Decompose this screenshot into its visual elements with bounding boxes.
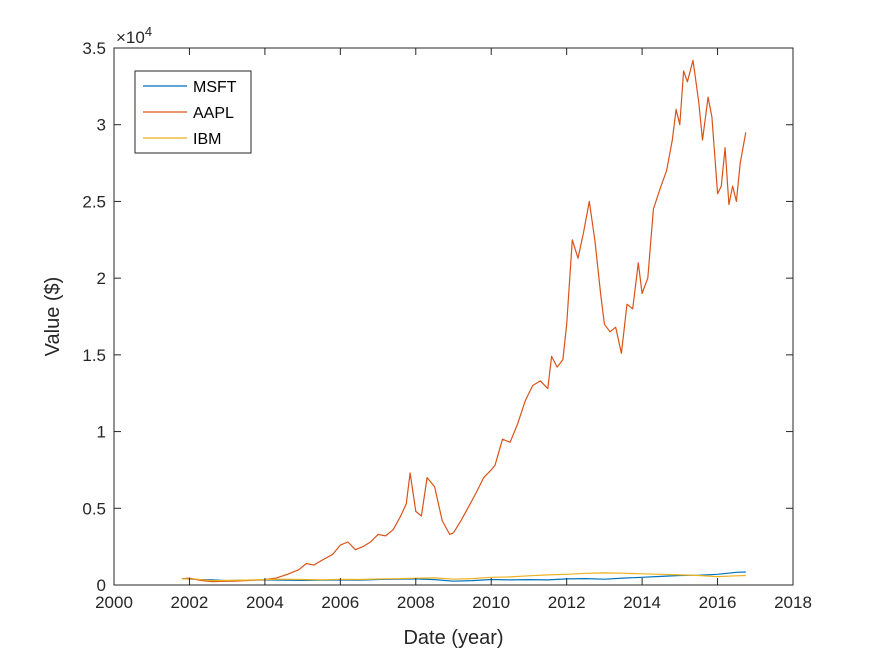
x-tick-label: 2018 <box>774 593 812 612</box>
legend-label-msft: MSFT <box>193 79 237 96</box>
y-tick-label: 0.5 <box>82 499 106 518</box>
x-tick-label: 2004 <box>246 593 284 612</box>
y-tick-label: 1 <box>97 423 106 442</box>
axes-box <box>113 47 794 586</box>
legend-label-aapl: AAPL <box>193 105 234 122</box>
x-tick-label: 2016 <box>699 593 737 612</box>
series-line-ibm <box>181 572 746 582</box>
x-tick-label: 2000 <box>95 593 133 612</box>
x-tick-label: 2012 <box>548 593 586 612</box>
y-tick-label: 2 <box>97 269 106 288</box>
y-tick-label: 2.5 <box>82 192 106 211</box>
y-exponent-label: ×104 <box>116 24 152 48</box>
y-axis: 0 0.5 1 1.5 2 2.5 3 3.5 <box>82 39 793 595</box>
y-tick-label: 1.5 <box>82 346 106 365</box>
x-axis-label: Date (year) <box>403 627 503 649</box>
series-layer <box>181 59 747 583</box>
series-line-aapl <box>181 59 747 583</box>
legend: MSFT AAPL IBM <box>134 70 252 154</box>
x-tick-label: 2010 <box>472 593 510 612</box>
y-tick-label: 0 <box>97 576 106 595</box>
x-tick-label: 2014 <box>623 593 661 612</box>
x-tick-label: 2002 <box>171 593 209 612</box>
x-tick-label: 2008 <box>397 593 435 612</box>
legend-label-ibm: IBM <box>193 131 221 148</box>
y-tick-label: 3.5 <box>82 39 106 58</box>
y-axis-label: Value ($) <box>42 277 64 357</box>
x-axis: 2000 2002 2004 2006 2008 2010 2012 2014 2016 2018 <box>95 48 812 612</box>
y-tick-label: 3 <box>97 116 106 135</box>
x-tick-label: 2006 <box>321 593 359 612</box>
